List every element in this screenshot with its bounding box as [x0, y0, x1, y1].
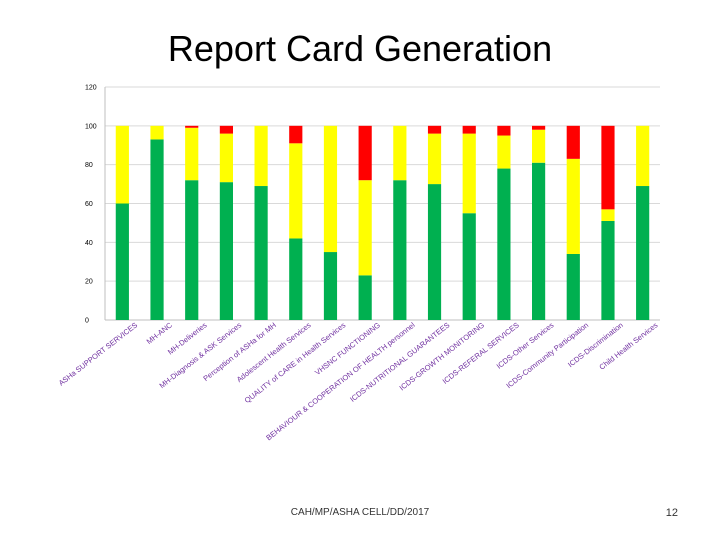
category-label: ASHa SUPPORT SERVICES — [57, 320, 139, 387]
bar-segment-yellow — [323, 125, 338, 253]
bar-segment-yellow — [185, 127, 199, 181]
footer-text: CAH/MP/ASHA CELL/DD/2017 — [290, 507, 430, 518]
bar-segment-green — [462, 213, 476, 320]
category-label: VHSNC FUNCTIONING — [313, 320, 382, 377]
bar-segment-yellow — [462, 133, 476, 214]
y-tick-label: 40 — [85, 240, 93, 247]
bar-segment-yellow — [115, 125, 129, 204]
bar-segment-yellow — [289, 143, 303, 239]
bar-segment-red — [566, 125, 580, 159]
bar-segment-yellow — [601, 209, 615, 221]
bar-segment-green — [219, 182, 233, 320]
y-tick-label: 100 — [85, 123, 97, 130]
bar-segment-green — [427, 184, 442, 320]
slide-title: Report Card Generation — [167, 28, 553, 69]
bar-segment-red — [497, 125, 511, 136]
category-labels: ASHa SUPPORT SERVICES MH-ANCMH-Deliveries… — [57, 320, 660, 442]
category-label: Child Health Services — [597, 320, 659, 371]
y-tick-label: 60 — [85, 201, 93, 208]
bar-segment-red — [358, 125, 372, 181]
category-label: MH-ANC — [145, 320, 175, 346]
y-tick-label: 120 — [85, 85, 97, 92]
bar-segment-green — [532, 162, 546, 320]
bar-segment-red — [427, 125, 442, 134]
bar-segment-green — [323, 252, 338, 320]
bar-segment-yellow — [497, 135, 511, 169]
bar-segment-red — [219, 125, 233, 134]
bar-segment-red — [462, 125, 476, 134]
y-tick-labels: 0 20 40 60 80 100 120 — [85, 85, 97, 325]
bar-segment-green — [289, 238, 303, 320]
bar-segment-yellow — [566, 158, 580, 254]
bar-segment-red — [532, 125, 546, 130]
y-tick-label: 20 — [85, 279, 93, 286]
bar-segment-green — [566, 253, 580, 320]
category-label: ICDS-Other Services — [495, 320, 556, 370]
bar-segment-yellow — [393, 125, 407, 181]
bar-segment-yellow — [358, 180, 372, 276]
bar-segment-yellow — [532, 129, 546, 163]
bar-segment-green — [254, 186, 268, 320]
bar-segment-yellow — [427, 133, 442, 185]
bar-segment-green — [358, 275, 372, 320]
bar-segment-green — [150, 139, 164, 320]
bar-segment-green — [497, 168, 511, 320]
bar-segment-yellow — [636, 125, 650, 187]
bar-segment-red — [185, 125, 199, 128]
bar-segment-red — [601, 125, 615, 210]
bar-segment-red — [289, 125, 303, 144]
bar-segment-green — [601, 220, 615, 320]
bars — [115, 125, 650, 320]
bar-segment-green — [393, 180, 407, 320]
y-tick-label: 80 — [85, 162, 93, 169]
bar-segment-yellow — [219, 133, 233, 183]
bar-segment-yellow — [150, 125, 164, 140]
bar-segment-green — [185, 180, 199, 320]
bar-segment-yellow — [254, 125, 268, 187]
y-tick-label: 0 — [85, 318, 89, 325]
bar-segment-green — [636, 186, 650, 320]
bar-segment-green — [115, 203, 129, 320]
page-number: 12 — [665, 507, 678, 519]
